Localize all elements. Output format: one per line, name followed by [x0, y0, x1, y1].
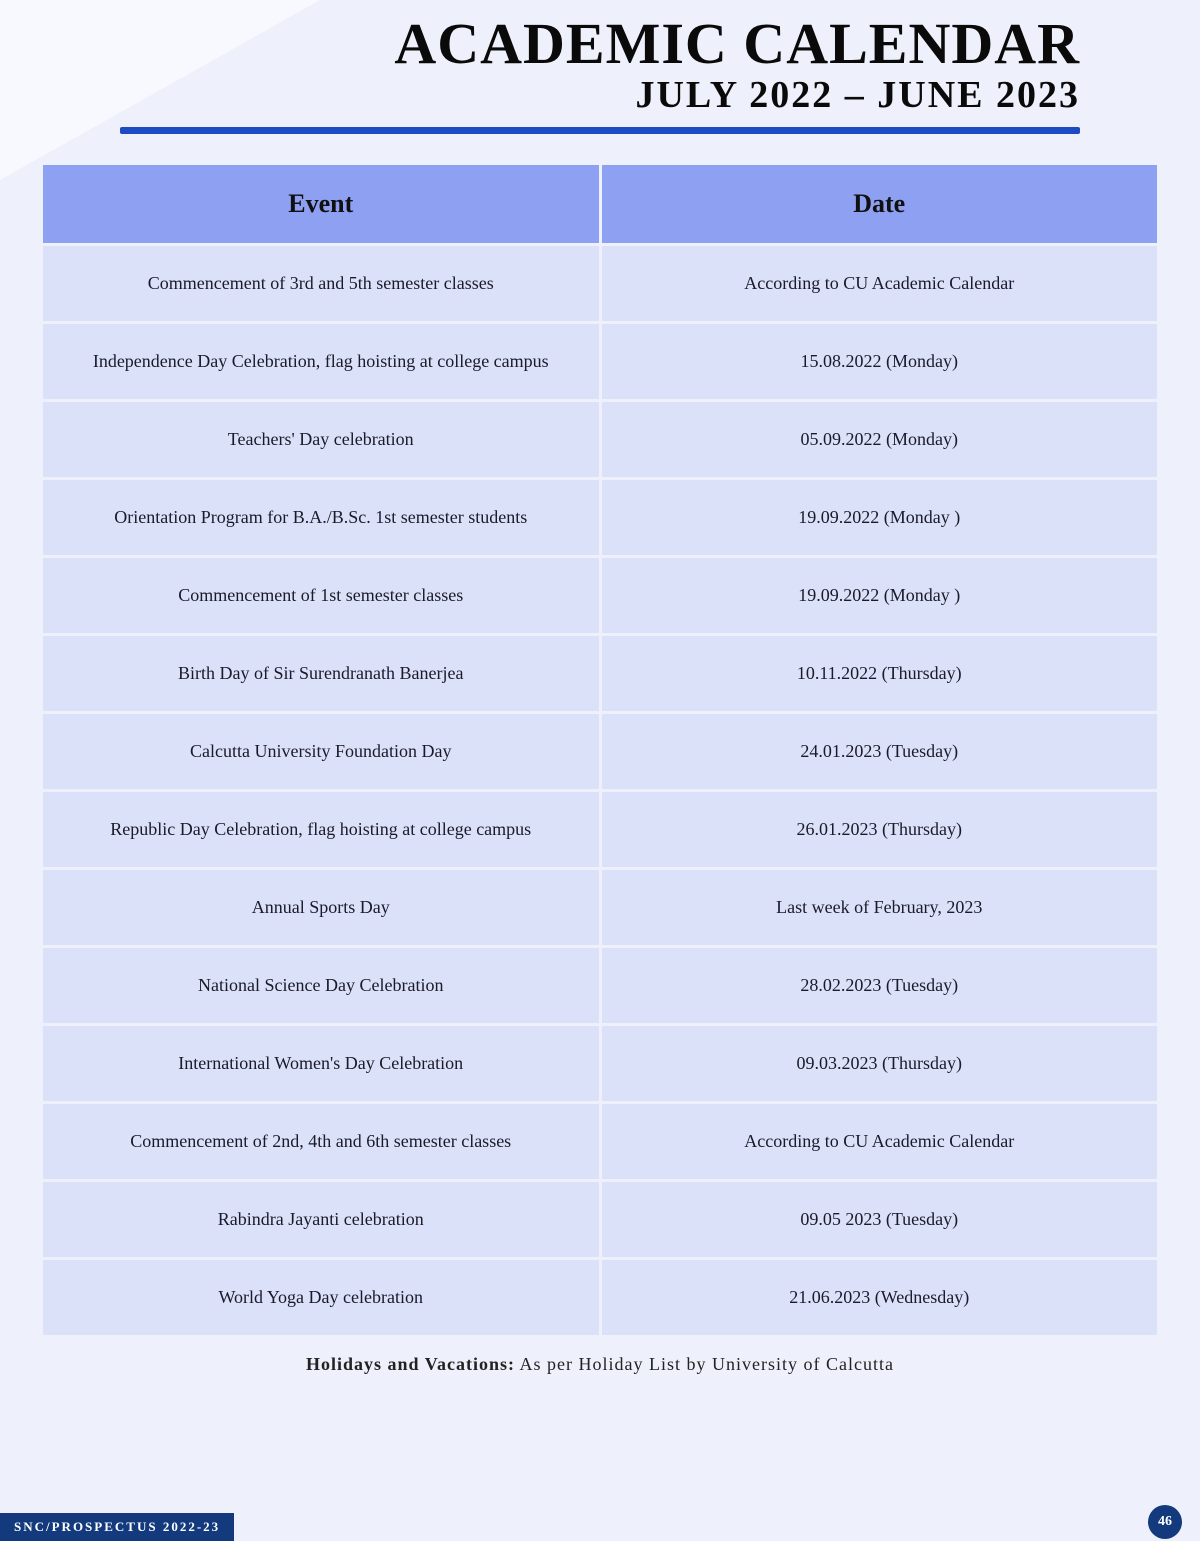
cell-event: Calcutta University Foundation Day	[43, 714, 599, 789]
page-header: ACADEMIC CALENDAR JULY 2022 – JUNE 2023	[0, 0, 1200, 117]
cell-date: Last week of February, 2023	[602, 870, 1158, 945]
cell-event: International Women's Day Celebration	[43, 1026, 599, 1101]
table-row: Independence Day Celebration, flag hoist…	[43, 324, 1157, 399]
cell-date: 10.11.2022 (Thursday)	[602, 636, 1158, 711]
table-row: Commencement of 3rd and 5th semester cla…	[43, 246, 1157, 321]
footnote: Holidays and Vacations: As per Holiday L…	[0, 1354, 1200, 1375]
cell-date: 05.09.2022 (Monday)	[602, 402, 1158, 477]
table-row: Teachers' Day celebration05.09.2022 (Mon…	[43, 402, 1157, 477]
cell-date: 19.09.2022 (Monday )	[602, 480, 1158, 555]
footnote-label: Holidays and Vacations:	[306, 1354, 515, 1374]
cell-event: Birth Day of Sir Surendranath Banerjea	[43, 636, 599, 711]
cell-date: 21.06.2023 (Wednesday)	[602, 1260, 1158, 1335]
table-row: Calcutta University Foundation Day24.01.…	[43, 714, 1157, 789]
doc-id: SNC/PROSPECTUS 2022-23	[0, 1513, 234, 1541]
table-row: Commencement of 1st semester classes19.0…	[43, 558, 1157, 633]
cell-event: Independence Day Celebration, flag hoist…	[43, 324, 599, 399]
cell-date: 09.03.2023 (Thursday)	[602, 1026, 1158, 1101]
cell-event: Republic Day Celebration, flag hoisting …	[43, 792, 599, 867]
cell-date: 09.05 2023 (Tuesday)	[602, 1182, 1158, 1257]
table-row: World Yoga Day celebration21.06.2023 (We…	[43, 1260, 1157, 1335]
table-row: Orientation Program for B.A./B.Sc. 1st s…	[43, 480, 1157, 555]
cell-event: Teachers' Day celebration	[43, 402, 599, 477]
cell-date: According to CU Academic Calendar	[602, 246, 1158, 321]
col-event: Event	[43, 165, 599, 243]
table-header-row: Event Date	[43, 165, 1157, 243]
cell-date: According to CU Academic Calendar	[602, 1104, 1158, 1179]
table-row: Annual Sports DayLast week of February, …	[43, 870, 1157, 945]
cell-date: 24.01.2023 (Tuesday)	[602, 714, 1158, 789]
cell-event: Commencement of 2nd, 4th and 6th semeste…	[43, 1104, 599, 1179]
table-row: International Women's Day Celebration09.…	[43, 1026, 1157, 1101]
cell-event: World Yoga Day celebration	[43, 1260, 599, 1335]
table-row: Commencement of 2nd, 4th and 6th semeste…	[43, 1104, 1157, 1179]
table-row: National Science Day Celebration28.02.20…	[43, 948, 1157, 1023]
cell-date: 26.01.2023 (Thursday)	[602, 792, 1158, 867]
cell-event: Commencement of 3rd and 5th semester cla…	[43, 246, 599, 321]
cell-date: 15.08.2022 (Monday)	[602, 324, 1158, 399]
page-title: ACADEMIC CALENDAR	[40, 10, 1080, 77]
table-row: Republic Day Celebration, flag hoisting …	[43, 792, 1157, 867]
page-subtitle: JULY 2022 – JUNE 2023	[40, 73, 1080, 117]
table-row: Rabindra Jayanti celebration09.05 2023 (…	[43, 1182, 1157, 1257]
page-number: 46	[1148, 1505, 1182, 1539]
col-date: Date	[602, 165, 1158, 243]
cell-event: Orientation Program for B.A./B.Sc. 1st s…	[43, 480, 599, 555]
calendar-table: Event Date Commencement of 3rd and 5th s…	[40, 162, 1160, 1338]
page-footer: SNC/PROSPECTUS 2022-23 46	[0, 1511, 1200, 1541]
cell-event: Rabindra Jayanti celebration	[43, 1182, 599, 1257]
cell-date: 28.02.2023 (Tuesday)	[602, 948, 1158, 1023]
table-row: Birth Day of Sir Surendranath Banerjea10…	[43, 636, 1157, 711]
cell-event: National Science Day Celebration	[43, 948, 599, 1023]
cell-date: 19.09.2022 (Monday )	[602, 558, 1158, 633]
cell-event: Commencement of 1st semester classes	[43, 558, 599, 633]
cell-event: Annual Sports Day	[43, 870, 599, 945]
footnote-text: As per Holiday List by University of Cal…	[515, 1354, 894, 1374]
